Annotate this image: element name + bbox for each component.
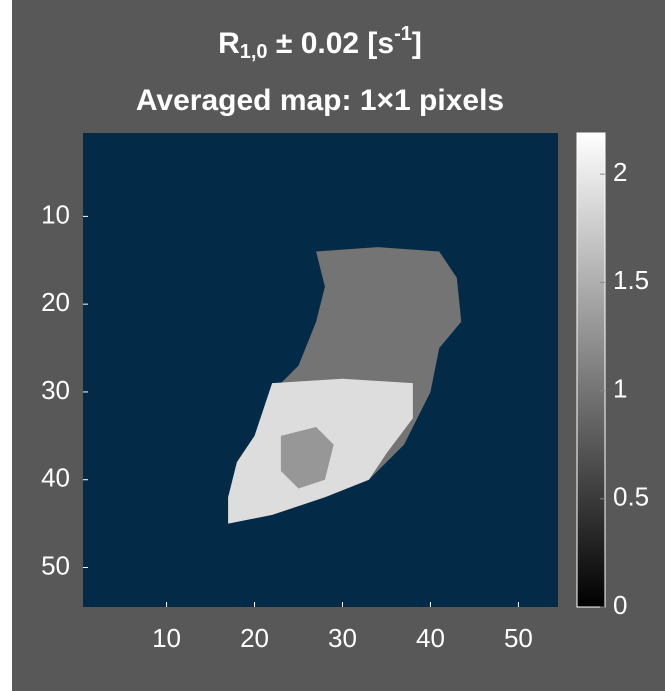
left-margin [0,0,12,691]
x-tick-label: 30 [328,623,357,653]
y-tick-label: 10 [41,199,70,229]
title-sub: 1,0 [240,41,268,63]
y-tick-label: 30 [41,375,70,405]
y-tick-label: 50 [41,550,70,580]
colorbar-tick-label: 0.5 [613,482,649,512]
chart-subtitle: Averaged map: 1×1 pixels [136,84,504,117]
colorbar [576,132,606,608]
x-tick-label: 10 [152,623,181,653]
x-tick-label: 50 [504,623,533,653]
title-sup: -1 [394,23,412,45]
title-mid: ± 0.02 [s [268,27,395,60]
x-tick-label: 40 [416,623,445,653]
colorbar-tick-label: 0 [613,590,627,620]
y-tick-label: 20 [41,287,70,317]
title-base: R [218,27,240,60]
x-tick-label: 20 [240,623,269,653]
chart-title: R1,0 ± 0.02 [s-1] [218,23,422,63]
title-end: ] [412,27,422,60]
map-region [280,427,334,489]
colorbar-tick-label: 1.5 [613,265,649,295]
y-tick-label: 40 [41,463,70,493]
colorbar-tick-label: 1 [613,373,627,403]
colorbar-tick-label: 2 [613,157,627,187]
